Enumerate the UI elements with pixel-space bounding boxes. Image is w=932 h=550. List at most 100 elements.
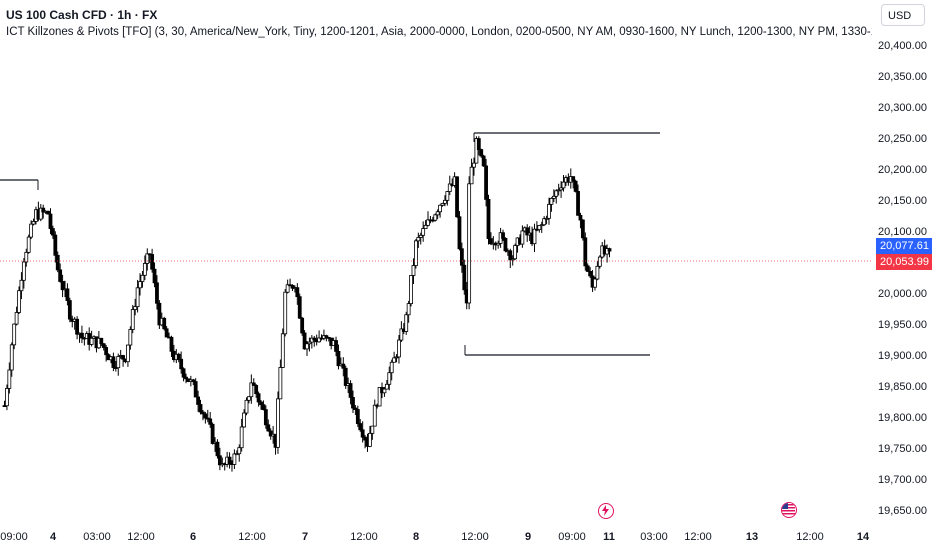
chart-pane[interactable]: US 100 Cash CFD · 1h · FX ICT Killzones … xyxy=(0,0,872,520)
candlestick-series xyxy=(0,132,872,472)
candle-body xyxy=(111,356,116,368)
candle-body xyxy=(65,288,70,301)
candle-body xyxy=(256,393,261,403)
price-tick: 19,750.00 xyxy=(878,443,927,455)
candle-body xyxy=(438,204,443,213)
candle-body xyxy=(457,216,462,250)
candle-body xyxy=(532,228,537,245)
candle-body xyxy=(421,228,426,236)
candle-body xyxy=(372,404,377,427)
candle-body xyxy=(503,237,508,252)
candle-body xyxy=(29,223,34,238)
candle-body xyxy=(583,237,588,267)
candle-body xyxy=(348,383,353,398)
candle-body xyxy=(607,248,612,252)
candle-body xyxy=(377,387,382,407)
candle-body xyxy=(556,189,561,192)
price-tick: 19,700.00 xyxy=(878,474,927,486)
candle-body xyxy=(237,447,242,455)
candle-body xyxy=(41,207,46,213)
candle-body xyxy=(406,303,411,316)
candle-body xyxy=(60,281,65,291)
candle-body xyxy=(145,253,150,264)
candle-body xyxy=(179,358,184,370)
candle-body xyxy=(135,287,140,308)
candle-body xyxy=(249,382,254,398)
candle-body xyxy=(126,344,130,363)
candle-body xyxy=(510,258,515,261)
candle-body xyxy=(593,278,597,288)
candle-body xyxy=(459,248,464,266)
us-flag-event-icon[interactable] xyxy=(781,502,797,518)
price-tick: 20,250.00 xyxy=(878,133,927,145)
time-tick: 12:00 xyxy=(238,531,266,543)
candle-body xyxy=(99,337,104,345)
candle-body xyxy=(443,199,447,204)
candle-body xyxy=(164,328,169,338)
candle-body xyxy=(169,336,174,352)
candle-body xyxy=(285,284,290,293)
candle-body xyxy=(140,274,145,282)
time-tick: 12:00 xyxy=(461,531,489,543)
candle-body xyxy=(384,383,389,390)
candle-body xyxy=(409,275,413,305)
candle-body xyxy=(573,180,578,192)
candle-body xyxy=(479,149,484,157)
price-tick: 20,300.00 xyxy=(878,102,927,114)
indicator-legend[interactable]: ICT Killzones & Pivots [TFO] (3, 30, Ame… xyxy=(6,26,872,38)
candle-body xyxy=(21,261,26,281)
time-axis[interactable]: 09:00 4 03:00 12:00 6 12:00 7 12:00 8 12… xyxy=(0,520,932,550)
candle-body xyxy=(297,296,302,319)
candle-body xyxy=(55,254,60,271)
candle-body xyxy=(508,250,513,261)
candle-body xyxy=(295,287,300,298)
candle-body xyxy=(203,413,208,419)
candle-body xyxy=(595,265,600,280)
currency-selector[interactable]: USD xyxy=(881,4,925,26)
candle-body xyxy=(89,337,94,345)
time-tick: 4 xyxy=(49,531,57,543)
symbol-title[interactable]: US 100 Cash CFD · 1h · FX xyxy=(6,8,158,22)
candle-body xyxy=(7,369,12,389)
candle-body xyxy=(363,436,367,441)
candle-body xyxy=(67,300,72,320)
time-tick: 03:00 xyxy=(83,531,111,543)
candle-body xyxy=(559,187,563,191)
candle-body xyxy=(561,181,566,189)
lightning-event-icon[interactable] xyxy=(598,503,614,519)
candle-body xyxy=(336,350,341,367)
candle-body xyxy=(440,202,445,206)
candle-body xyxy=(360,429,365,438)
time-tick: 12:00 xyxy=(127,531,155,543)
candle-body xyxy=(387,372,392,385)
candle-body xyxy=(58,269,63,282)
time-tick: 8 xyxy=(412,531,420,543)
candle-body xyxy=(244,399,249,414)
candle-body xyxy=(469,166,474,185)
candle-body xyxy=(334,340,338,352)
candle-body xyxy=(351,397,355,409)
candle-body xyxy=(580,219,585,239)
candle-body xyxy=(208,418,213,425)
candle-body xyxy=(138,281,142,289)
candle-body xyxy=(525,227,530,236)
candle-body xyxy=(520,230,525,245)
candle-body xyxy=(467,183,472,304)
candle-body xyxy=(247,396,251,401)
candle-body xyxy=(435,211,440,216)
candle-body xyxy=(215,441,220,457)
candle-body xyxy=(597,256,602,267)
candle-body xyxy=(539,224,544,227)
candle-body xyxy=(474,138,479,164)
candle-body xyxy=(547,203,551,219)
time-tick: 09:00 xyxy=(0,531,28,543)
time-tick: 12:00 xyxy=(796,531,824,543)
time-tick: 7 xyxy=(301,531,309,543)
candle-body xyxy=(80,332,84,339)
candle-body xyxy=(413,240,418,266)
candle-body xyxy=(217,455,222,466)
candle-body xyxy=(128,329,133,346)
candle-body xyxy=(12,323,17,346)
candle-body xyxy=(307,341,312,345)
candle-body xyxy=(130,309,135,330)
